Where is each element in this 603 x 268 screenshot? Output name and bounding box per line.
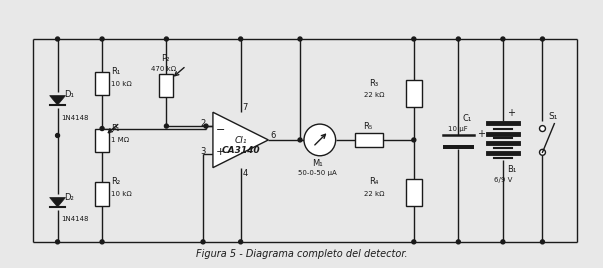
Circle shape [412,37,416,41]
Circle shape [100,37,104,41]
Bar [443,145,474,149]
Text: 3: 3 [201,147,206,156]
Circle shape [239,240,242,244]
Text: CA3140: CA3140 [221,146,260,155]
Text: +: + [216,147,226,157]
Circle shape [204,124,208,128]
Bar [95,72,109,95]
Text: M₁: M₁ [312,159,323,168]
Text: P₁: P₁ [111,124,119,133]
Circle shape [540,240,545,244]
Text: 10 kΩ: 10 kΩ [111,191,131,197]
Text: 7: 7 [242,103,248,112]
Circle shape [55,133,60,137]
Text: CI₁: CI₁ [235,136,247,145]
Circle shape [239,37,242,41]
Circle shape [100,240,104,244]
Circle shape [298,138,302,142]
Text: +: + [477,128,485,139]
Text: C₁: C₁ [463,114,472,123]
Text: S₁: S₁ [548,112,558,121]
Text: 1N4148: 1N4148 [62,216,89,222]
Polygon shape [49,198,66,207]
Bar [95,183,109,206]
Text: D₁: D₁ [65,90,74,99]
Text: 2: 2 [201,119,206,128]
Circle shape [501,240,505,244]
Text: D₂: D₂ [65,193,74,202]
Text: 6: 6 [270,131,276,140]
Bar [355,133,383,147]
Bar [95,129,109,152]
Circle shape [298,37,302,41]
Text: 1N4148: 1N4148 [62,115,89,121]
Circle shape [165,37,168,41]
Text: 10 kΩ: 10 kΩ [111,80,131,87]
Text: +: + [507,108,515,118]
Text: R₃: R₃ [369,79,379,88]
Circle shape [456,240,460,244]
Text: 22 kΩ: 22 kΩ [364,191,385,197]
Text: 4: 4 [242,169,248,178]
Circle shape [412,138,416,142]
Circle shape [100,126,104,131]
Text: P₂: P₂ [162,54,170,63]
Circle shape [412,240,416,244]
Text: 10 μF: 10 μF [449,125,468,132]
Text: B₁: B₁ [507,165,516,174]
Polygon shape [213,112,268,168]
Circle shape [304,124,336,156]
Circle shape [540,37,545,41]
Circle shape [201,240,205,244]
Text: 1 kΩ: 1 kΩ [361,133,377,139]
Text: 1 MΩ: 1 MΩ [111,137,129,143]
Circle shape [540,149,546,155]
Bar [159,74,173,97]
Text: R₅: R₅ [364,122,373,131]
Polygon shape [49,96,66,105]
Bar [406,178,421,206]
Circle shape [55,240,60,244]
Text: Figura 5 - Diagrama completo del detector.: Figura 5 - Diagrama completo del detecto… [196,249,407,259]
Text: 22 kΩ: 22 kΩ [364,92,385,98]
Text: R₂: R₂ [111,177,120,187]
Circle shape [501,37,505,41]
Text: −: − [216,125,226,135]
Bar [406,80,421,107]
Text: 6/9 V: 6/9 V [494,177,513,183]
Text: R₄: R₄ [369,177,379,187]
Text: R₁: R₁ [111,67,120,76]
Circle shape [55,37,60,41]
Circle shape [456,37,460,41]
Text: 470 kΩ: 470 kΩ [151,66,175,72]
Circle shape [540,126,546,132]
Text: 50-0-50 μA: 50-0-50 μA [298,170,337,176]
Circle shape [165,124,168,128]
